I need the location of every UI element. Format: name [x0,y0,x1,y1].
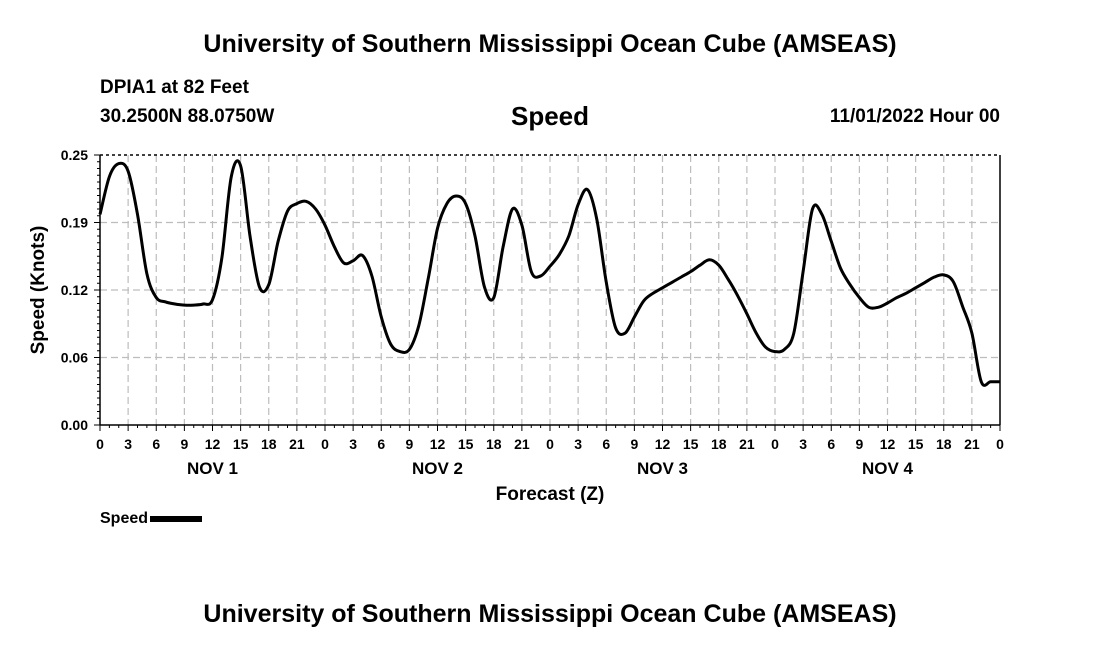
x-tick-label: 15 [233,436,249,452]
x-tick-label: 15 [683,436,699,452]
legend-label: Speed [100,510,149,527]
x-tick-label: 0 [996,436,1004,452]
day-label: NOV 1 [187,459,238,478]
x-tick-label: 18 [711,436,727,452]
x-tick-label: 3 [799,436,807,452]
x-tick-label: 6 [152,436,160,452]
x-tick-label: 9 [405,436,413,452]
footer-title: University of Southern Mississippi Ocean… [203,600,897,628]
x-tick-label: 12 [655,436,671,452]
forecast-timestamp: 11/01/2022 Hour 00 [829,106,1000,127]
legend: Speed [100,510,203,528]
x-tick-label: 0 [96,436,104,452]
x-tick-label: 0 [321,436,329,452]
x-tick-label: 18 [936,436,952,452]
station-label: DPIA1 at 82 Feet [100,77,249,98]
x-tick-label: 3 [124,436,132,452]
x-tick-label: 3 [574,436,582,452]
x-tick-label: 15 [458,436,474,452]
station-coordinates: 30.2500N 88.0750W [100,106,275,127]
x-tick-label: 9 [855,436,863,452]
x-tick-label: 0 [546,436,554,452]
day-label: NOV 3 [637,459,688,478]
x-tick-label: 9 [180,436,188,452]
y-tick-label: 0.00 [61,417,88,433]
x-tick-label: 6 [827,436,835,452]
x-tick-label: 6 [602,436,610,452]
x-tick-label: 9 [630,436,638,452]
x-tick-label: 12 [430,436,446,452]
x-tick-label: 0 [771,436,779,452]
x-tick-label: 6 [377,436,385,452]
parameter-title: Speed [510,101,590,131]
y-axis-label: Speed (Knots) [28,226,49,355]
day-label: NOV 2 [412,459,463,478]
x-tick-label: 18 [486,436,502,452]
chart-title: University of Southern Mississippi Ocean… [203,30,897,58]
x-tick-label: 18 [261,436,277,452]
x-tick-label: 21 [739,436,755,452]
speed-series-line [98,159,1000,387]
legend-swatch [150,516,203,522]
day-label: NOV 4 [862,459,914,478]
x-tick-label: 12 [205,436,221,452]
x-tick-label: 21 [514,436,530,452]
y-tick-label: 0.19 [61,215,88,231]
y-tick-label: 0.25 [61,147,88,163]
x-axis-label: Forecast (Z) [496,484,605,505]
x-tick-label: 15 [908,436,924,452]
x-tick-label: 3 [349,436,357,452]
x-tick-label: 21 [964,436,980,452]
x-tick-label: 21 [289,436,305,452]
y-tick-label: 0.12 [61,282,88,298]
y-tick-label: 0.06 [61,350,88,366]
x-tick-label: 12 [880,436,896,452]
